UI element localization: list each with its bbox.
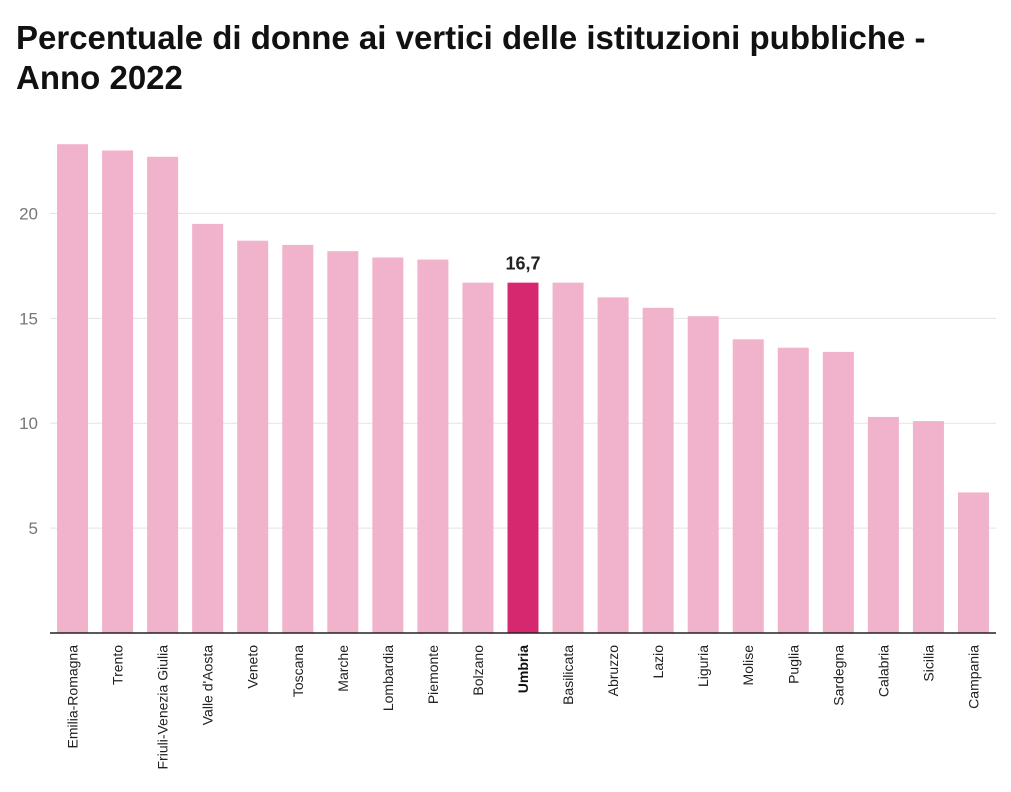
x-axis-ticks: Emilia-Romagna Trento Friuli-Venezia Giuli…	[65, 645, 982, 770]
x-tick-label: Sicilia	[920, 645, 936, 682]
y-tick-label: 5	[29, 519, 38, 538]
bar	[102, 150, 134, 633]
x-tick-label: Emilia-Romagna	[65, 645, 81, 749]
x-tick-label: Piemonte	[425, 645, 441, 704]
x-tick-label: Molise	[740, 645, 756, 686]
data-label: 16,7	[505, 254, 540, 274]
y-tick-label: 10	[19, 414, 38, 433]
bar	[822, 351, 854, 633]
bar	[462, 282, 494, 633]
x-tick-label: Abruzzo	[605, 645, 621, 697]
x-tick-label: Lombardia	[380, 645, 396, 711]
bar	[912, 421, 944, 633]
y-axis-ticks: 5 10 15 20	[19, 204, 38, 538]
bar	[372, 257, 404, 633]
x-tick-label: Umbria	[515, 645, 531, 693]
x-tick-label: Calabria	[875, 645, 891, 697]
bar	[507, 282, 539, 633]
x-tick-label: Sardegna	[830, 645, 846, 706]
bar	[867, 416, 899, 633]
bar	[237, 240, 269, 633]
x-tick-label: Puglia	[785, 645, 801, 684]
bar	[552, 282, 584, 633]
x-tick-label: Friuli-Venezia Giulia	[155, 645, 171, 770]
bars	[57, 144, 989, 634]
y-tick-label: 15	[19, 309, 38, 328]
bar	[417, 259, 449, 633]
bar	[327, 251, 359, 633]
bar	[597, 297, 629, 633]
bar	[192, 223, 224, 633]
x-tick-label: Marche	[335, 645, 351, 692]
bar	[147, 156, 179, 634]
x-tick-label: Campania	[965, 645, 981, 709]
bar	[57, 144, 89, 633]
x-tick-label: Valle d'Aosta	[200, 645, 216, 725]
x-tick-label: Bolzano	[470, 645, 486, 696]
bar	[282, 244, 314, 633]
bar	[642, 307, 674, 633]
x-tick-label: Lazio	[650, 645, 666, 679]
bar	[957, 492, 989, 633]
data-labels: 16,7	[505, 254, 540, 274]
bar	[732, 339, 764, 633]
x-tick-label: Trento	[110, 645, 126, 685]
x-tick-label: Veneto	[245, 645, 261, 689]
bar	[687, 316, 719, 633]
x-tick-label: Liguria	[695, 645, 711, 687]
chart-title: Percentuale di donne ai vertici delle is…	[16, 19, 926, 96]
x-tick-label: Toscana	[290, 645, 306, 697]
bar	[777, 347, 809, 633]
x-tick-label: Basilicata	[560, 645, 576, 705]
y-tick-label: 20	[19, 204, 38, 223]
